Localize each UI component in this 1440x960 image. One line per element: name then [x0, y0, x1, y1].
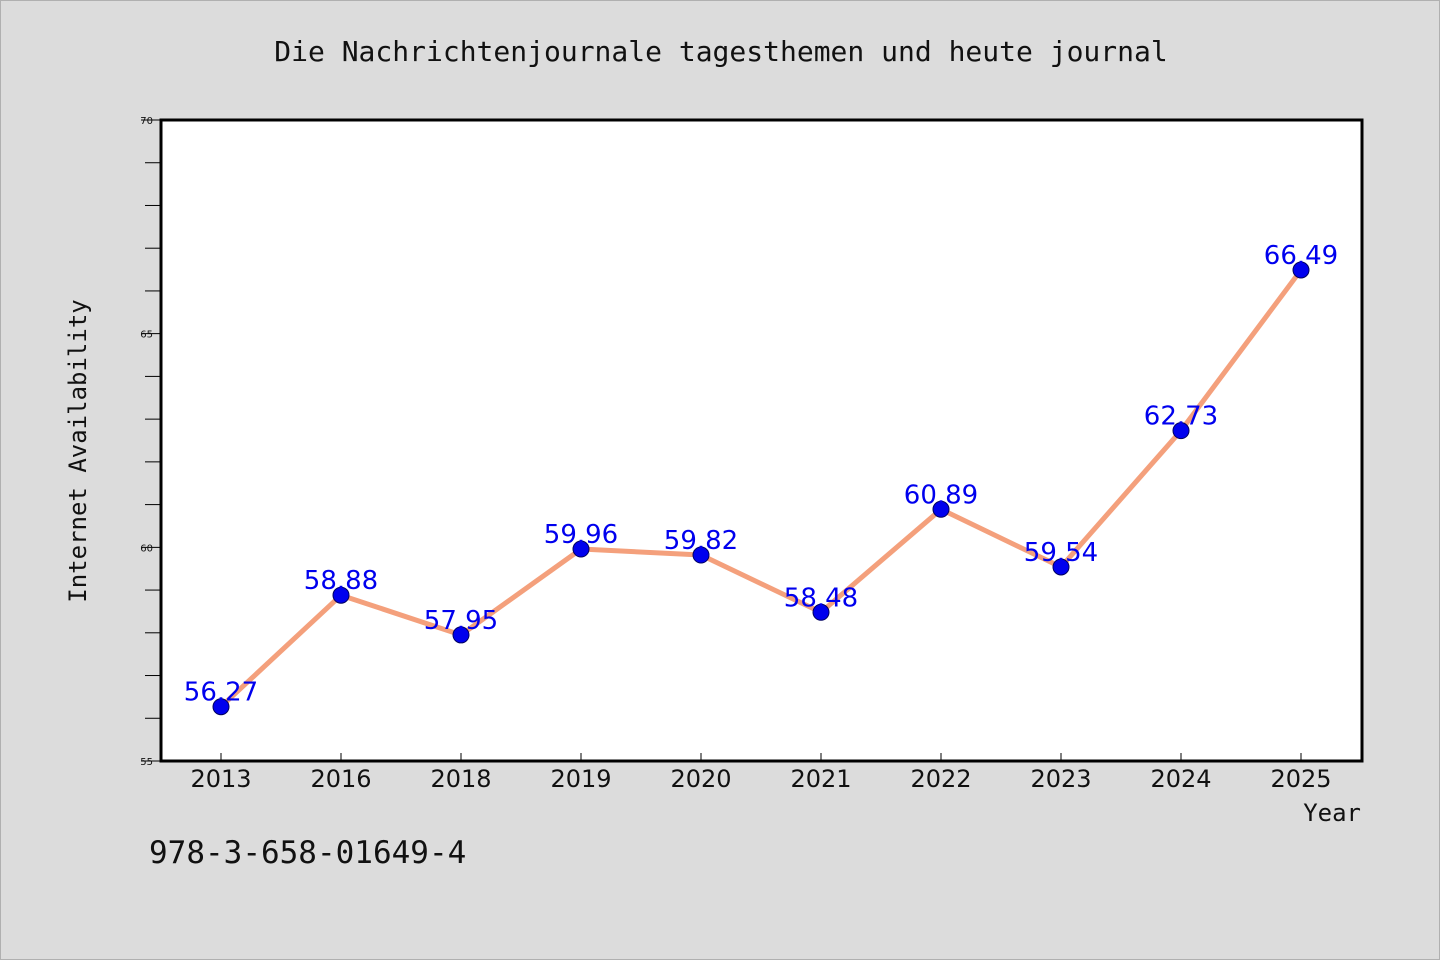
y-tick-label: 60 — [140, 543, 153, 554]
data-point — [1292, 261, 1310, 279]
data-point — [1172, 422, 1190, 440]
y-tick-label: 55 — [140, 757, 153, 768]
x-axis-label: Year — [1303, 799, 1361, 827]
plot-area — [159, 118, 1364, 763]
data-point — [932, 500, 950, 518]
data-label: 59.82 — [664, 526, 738, 556]
x-tick-label: 2024 — [1150, 765, 1211, 793]
data-point — [332, 586, 350, 604]
data-label: 59.54 — [1024, 538, 1098, 568]
y-axis-ticks: 55 60 65 70 — [140, 116, 161, 768]
series-group: 56.27 58.88 57.95 59.96 59.82 58.48 60.89 59.54… — [184, 241, 1338, 716]
series-line — [219, 268, 1304, 709]
x-axis-ticks: 2013 2016 2018 2019 2020 2021 2022 2023 2024 2025 — [190, 753, 1332, 793]
data-label: 58.88 — [304, 566, 378, 596]
x-tick-label: 2019 — [550, 765, 611, 793]
isbn-annotation: 978-3-658-01649-4 — [149, 835, 467, 871]
x-tick-label: 2021 — [790, 765, 851, 793]
x-tick-label: 2023 — [1030, 765, 1091, 793]
data-point — [212, 698, 230, 716]
y-axis-label: Internet Availability — [64, 299, 92, 602]
data-point — [572, 540, 590, 558]
y-tick-label: 65 — [140, 330, 153, 341]
x-tick-label: 2018 — [430, 765, 491, 793]
chart-title: Die Nachrichtenjournale tagesthemen und … — [274, 35, 1168, 68]
data-label: 60.89 — [904, 480, 978, 510]
x-tick-label: 2022 — [910, 765, 971, 793]
x-tick-label: 2025 — [1270, 765, 1331, 793]
x-tick-label: 2016 — [310, 765, 371, 793]
data-label: 62.73 — [1144, 402, 1218, 432]
data-label: 57.95 — [424, 606, 498, 636]
data-point — [812, 603, 830, 621]
x-tick-label: 2013 — [190, 765, 251, 793]
data-label: 58.48 — [784, 583, 858, 613]
y-tick-label: 70 — [140, 116, 153, 127]
data-point — [692, 546, 710, 564]
data-label: 56.27 — [184, 678, 258, 708]
data-label: 59.96 — [544, 520, 618, 550]
data-point — [1052, 558, 1070, 576]
data-label: 66.49 — [1264, 241, 1338, 271]
data-point — [452, 626, 470, 644]
x-tick-label: 2020 — [670, 765, 731, 793]
